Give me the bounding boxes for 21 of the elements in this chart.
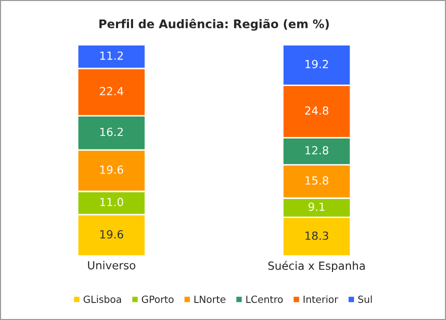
chart-title: Perfil de Audiência: Região (em %) — [99, 18, 329, 31]
data-label: 15.8 — [306, 176, 328, 185]
data-label: 16.2 — [100, 128, 123, 136]
data-label: 11.2 — [100, 51, 123, 60]
data-label: 18.3 — [306, 231, 328, 240]
data-label: 19.2 — [306, 60, 328, 68]
legend-label: LCentro — [246, 296, 283, 303]
x-tick-label: Suécia x Espanha — [268, 260, 365, 272]
x-tick-label: Universo — [88, 260, 136, 270]
legend-label: Interior — [304, 295, 338, 303]
data-label: 24.8 — [305, 106, 328, 115]
legend-label: GPorto — [142, 296, 174, 303]
legend-label: LNorte — [194, 296, 226, 303]
data-label: 12.8 — [306, 146, 328, 154]
data-label: 11.0 — [100, 198, 124, 206]
data-label: 19.6 — [100, 230, 124, 239]
data-label: 19.6 — [100, 165, 124, 174]
legend-label: GLisboa — [84, 295, 121, 303]
data-label: 9.1 — [308, 202, 324, 211]
legend-label: Sul — [358, 295, 372, 303]
data-label: 22.4 — [100, 86, 124, 96]
